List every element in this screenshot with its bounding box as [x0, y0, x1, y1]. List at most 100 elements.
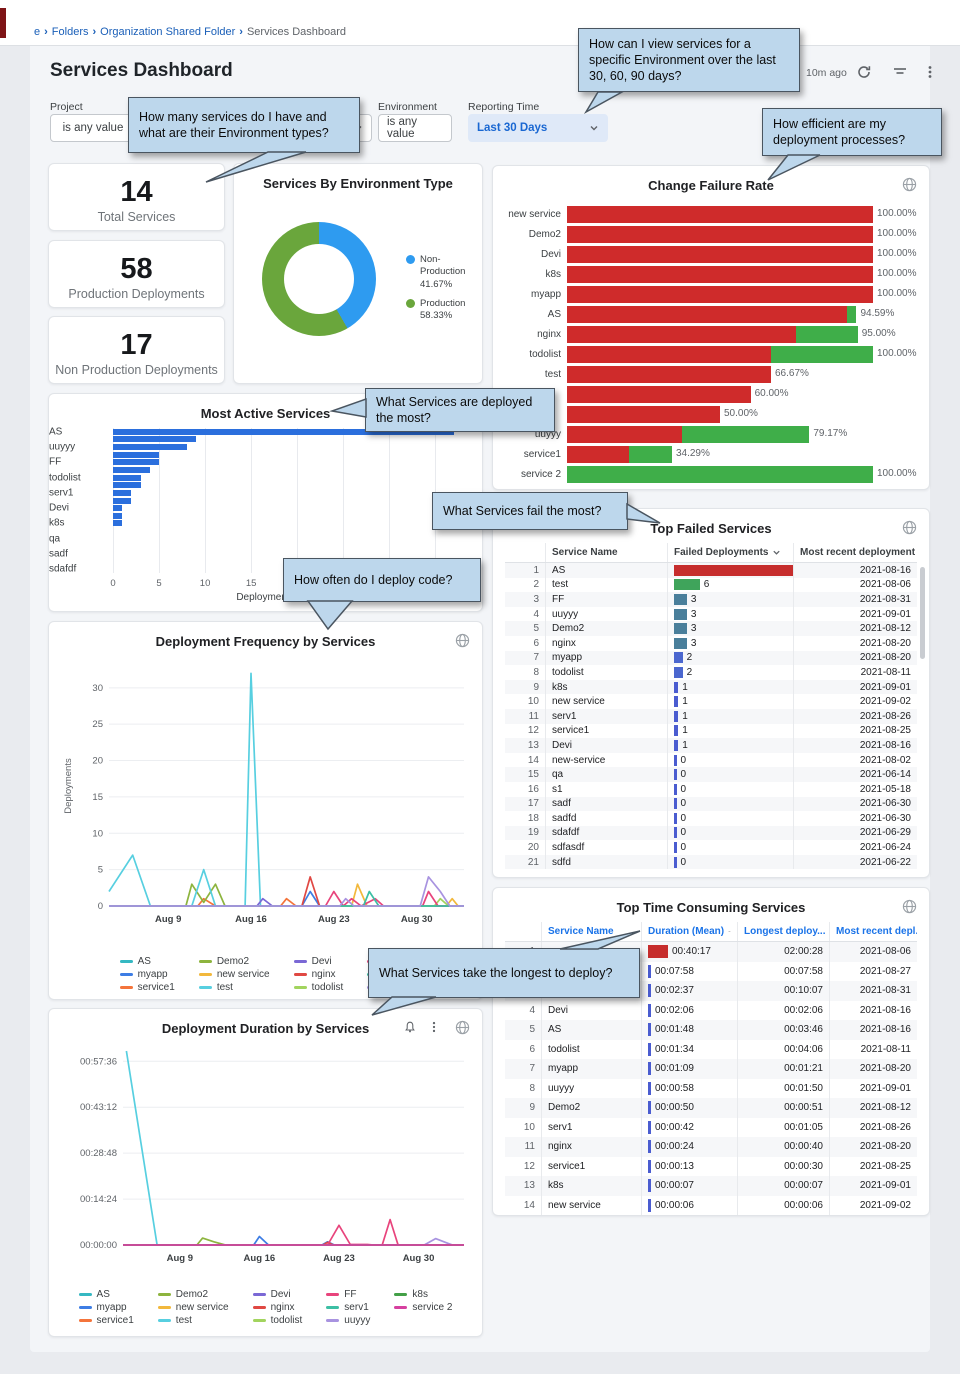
table-row: 4 uuyyy 3 2021-09-01 [505, 606, 917, 622]
cfr-row: uuyyy 79.17% [505, 424, 917, 444]
failed-deployments-cell: 0 [667, 854, 793, 870]
table-scrollbar[interactable] [920, 567, 925, 659]
legend-item[interactable]: myapp [78, 1302, 134, 1313]
kebab-menu-icon[interactable] [922, 64, 940, 82]
legend-item[interactable]: AS [78, 1289, 134, 1300]
legend-label: test [216, 982, 233, 993]
column-header[interactable]: Failed Deployments [667, 543, 793, 562]
y-tick-label: 00:14:24 [80, 1194, 117, 1205]
column-header[interactable]: Longest deploy... [737, 922, 829, 941]
globe-icon[interactable] [455, 633, 470, 648]
legend-item[interactable]: uuyyy [326, 1315, 370, 1326]
legend-item[interactable]: Devi [293, 956, 344, 967]
globe-icon[interactable] [902, 177, 917, 192]
column-header[interactable]: Duration (Mean) [641, 922, 737, 941]
project-filter[interactable]: is any value [50, 114, 136, 142]
legend-item[interactable]: Demo2 [157, 1289, 229, 1300]
legend-item[interactable]: Demo2 [198, 956, 270, 967]
value-bar [648, 945, 668, 959]
legend-item[interactable]: service 2 [394, 1302, 452, 1313]
table-row: 8 uuyyy 00:00:58 00:01:50 2021-09-01 [505, 1078, 917, 1098]
line-chart-svg: 0 5 10 15 20 25 30 Aug 9 Aug 16 Aug 23 Aug 30 Deplo… [63, 672, 464, 925]
service-name-cell: Devi [541, 1000, 641, 1020]
legend-item[interactable]: myapp [119, 969, 175, 980]
value-bar [648, 1179, 651, 1193]
y-tick-label: 30 [92, 683, 103, 694]
value-bar [648, 1140, 651, 1154]
failed-count: 3 [690, 623, 697, 635]
bell-icon[interactable] [403, 1020, 418, 1035]
breadcrumb-folders[interactable]: Folders [51, 26, 89, 38]
legend-item[interactable]: Production 58.33% [406, 298, 478, 323]
card-title: Top Failed Services [650, 521, 772, 536]
legend-item[interactable]: new service [157, 1302, 229, 1313]
legend-item[interactable]: AS [119, 956, 175, 967]
service-name-cell: todolist [545, 665, 667, 680]
value-bar [674, 856, 677, 868]
environment-filter-value: is any value [387, 116, 418, 140]
refresh-icon[interactable] [856, 64, 874, 82]
row-number: 16 [527, 783, 539, 795]
column-header[interactable]: Service Name [545, 543, 667, 562]
legend-item[interactable]: nginx [252, 1302, 303, 1313]
duration-mean-cell: 00:00:06 [641, 1195, 737, 1215]
column-header[interactable]: Most recent depl... [829, 922, 917, 941]
legend-item[interactable]: Non-Production 41.67% [406, 254, 478, 291]
longest-deploy-cell: 00:01:05 [737, 1117, 829, 1137]
environment-filter[interactable]: is any value [378, 114, 452, 142]
reporting-time-value: Last 30 Days [477, 122, 548, 134]
cfr-value-label: 100.00% [877, 287, 917, 299]
legend-item[interactable]: nginx [293, 969, 344, 980]
card-title: Change Failure Rate [648, 178, 774, 193]
bar [113, 474, 141, 481]
reporting-time-filter[interactable]: Last 30 Days [468, 114, 608, 142]
row-number: 14 [527, 754, 539, 766]
breadcrumb-shared-folder[interactable]: Organization Shared Folder [100, 26, 236, 38]
kpi-total-services: 14 Total Services [48, 163, 225, 231]
service-name-cell: sdfasdf [545, 840, 667, 855]
breadcrumb-home[interactable]: e [34, 26, 41, 38]
legend-item[interactable]: todolist [252, 1315, 302, 1326]
globe-icon[interactable] [902, 520, 917, 535]
legend-item[interactable]: test [157, 1315, 229, 1326]
filter-icon[interactable] [892, 64, 910, 82]
globe-icon[interactable] [902, 899, 917, 914]
cfr-row-label: test [544, 368, 561, 380]
column-header [505, 922, 541, 941]
longest-deploy-cell: 00:00:07 [737, 1176, 829, 1196]
legend-item[interactable]: new service [198, 969, 270, 980]
service-name-cell: service1 [541, 1156, 641, 1176]
row-number: 3 [533, 593, 539, 605]
series-line-myapp [123, 1235, 464, 1246]
value-bar [648, 1042, 651, 1056]
table-row: 8 todolist 2 2021-08-11 [505, 665, 917, 680]
legend-item[interactable]: service1 [119, 982, 175, 993]
cfr-row-label: service 2 [520, 468, 561, 480]
globe-icon[interactable] [455, 1020, 470, 1035]
y-tick-label: 00:43:12 [80, 1102, 117, 1113]
column-header-label: Most recent depl... [836, 926, 917, 937]
column-header[interactable]: Service Name [541, 922, 641, 941]
longest-deploy-cell: 00:01:21 [737, 1059, 829, 1079]
table-row: 6 todolist 00:01:34 00:04:06 2021-08-11 [505, 1039, 917, 1059]
legend-item[interactable]: todolist [293, 982, 343, 993]
legend-item[interactable]: Devi [252, 1289, 303, 1300]
legend-item[interactable]: serv1 [326, 1302, 370, 1313]
legend-item[interactable]: service1 [78, 1315, 134, 1326]
kebab-menu-icon[interactable] [427, 1020, 442, 1035]
failed-deployments-cell: 34 [667, 563, 793, 578]
cfr-row: Devi 100.00% [505, 244, 917, 264]
x-tick-label: Aug 30 [403, 1253, 435, 1264]
row-number: 1 [533, 564, 539, 576]
column-header[interactable]: Most recent deployment [793, 543, 917, 562]
cfr-value-label: 50.00% [724, 407, 758, 419]
legend-item[interactable]: k8s [394, 1289, 452, 1300]
value-bar [648, 1101, 651, 1115]
date-cell: 2021-09-01 [829, 1078, 917, 1098]
page-title: Services Dashboard [50, 60, 233, 81]
legend-item[interactable]: test [198, 982, 270, 993]
legend-item[interactable]: FF [326, 1289, 370, 1300]
value-bar [674, 637, 687, 649]
cfr-bar: 100.00% [567, 345, 916, 363]
y-tick-label: 00:57:36 [80, 1056, 117, 1067]
